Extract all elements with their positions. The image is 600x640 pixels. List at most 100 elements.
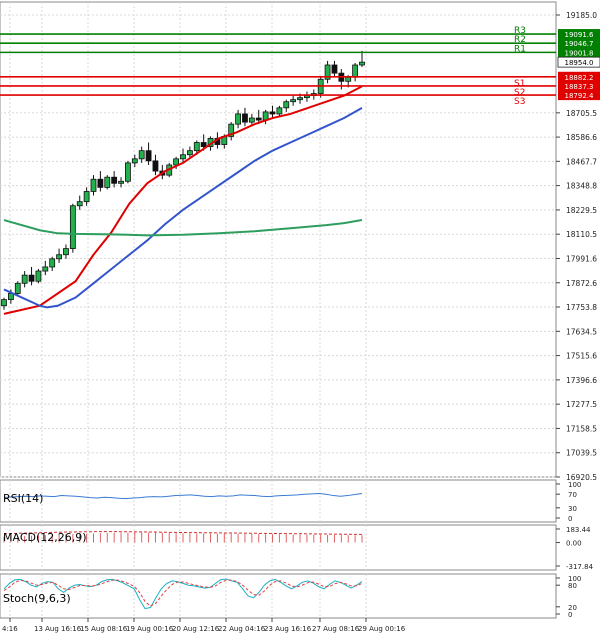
candle-body: [83, 191, 90, 203]
candle-body: [255, 117, 262, 121]
candle-body: [345, 76, 352, 82]
price-y-tick-label: 17515.6: [566, 352, 597, 361]
rsi-pane-frame: [0, 479, 557, 523]
moving-average-line: [3, 219, 363, 237]
candle-body: [193, 142, 200, 152]
pivot-level-value: 18837.3: [565, 83, 594, 91]
pivot-level-tag: [558, 80, 600, 91]
candle-body: [248, 117, 255, 123]
candle-body: [131, 158, 138, 164]
rsi-title: RSI(14): [3, 492, 43, 505]
pivot-level-tag: [558, 38, 600, 49]
rsi-y-tick-label: 0: [568, 515, 572, 523]
moving-average-line: [3, 106, 363, 309]
rsi-y-tick-label: 30: [568, 505, 577, 513]
price-pane-frame: [0, 1, 557, 478]
candle-body: [180, 154, 186, 160]
candle-body: [35, 270, 42, 282]
stoch-line: [3, 578, 363, 610]
candle-body: [290, 99, 297, 103]
price-y-tick-label: 17753.8: [566, 303, 597, 312]
x-axis-tick-label: 22 Aug 04:16: [218, 625, 266, 633]
pivot-level-tag: [558, 47, 600, 58]
x-axis-tick-label: 13 Aug 16:16: [34, 625, 82, 633]
x-axis-tick-label: 23 Aug 16:16: [264, 625, 312, 633]
candle-body: [352, 64, 359, 78]
rsi-line: [3, 493, 363, 500]
candle-body: [76, 201, 83, 207]
rsi-y-tick-label: 100: [568, 481, 581, 489]
candle-body: [63, 248, 69, 256]
x-axis-tick-label: 20 Aug 12:16: [172, 625, 220, 633]
candle-body: [324, 64, 331, 80]
pivot-level-name: R2: [514, 35, 526, 45]
pivot-level-name: S3: [514, 97, 525, 107]
x-axis-tick-label: 29 Aug 00:16: [358, 625, 406, 633]
candle-body: [228, 123, 235, 137]
price-y-tick-label: 17158.5: [566, 424, 597, 433]
pivot-level-tag: [558, 90, 600, 101]
pivot-level-value: 18792.4: [565, 92, 594, 100]
pivot-level-value: 18882.2: [565, 74, 594, 82]
candle-body: [21, 274, 28, 284]
candle-body: [14, 282, 21, 294]
price-y-tick-label: 18229.5: [566, 206, 597, 215]
candle-body: [49, 258, 56, 268]
candle-body: [69, 205, 76, 250]
pivot-level-value: 19046.7: [565, 40, 594, 48]
price-y-tick-label: 18348.8: [566, 182, 597, 191]
price-y-tick-label: 17991.6: [566, 254, 597, 263]
candle-body: [283, 101, 290, 109]
candle-body: [186, 150, 193, 156]
candle-body: [235, 113, 241, 125]
x-axis-tick-label: 19 Aug 00:16: [126, 625, 174, 633]
candle-body: [42, 266, 49, 272]
price-y-tick-label: 16920.5: [566, 473, 597, 482]
x-axis-tick-label: 4:16: [2, 625, 18, 633]
x-axis-tick-label: 15 Aug 08:16: [80, 625, 128, 633]
price-y-tick-label: 18586.6: [566, 133, 597, 142]
price-y-tick-label: 17039.5: [566, 449, 597, 458]
stoch-y-tick-label: 20: [568, 604, 577, 612]
candle-body: [331, 64, 338, 74]
candle-body: [200, 142, 207, 147]
pivot-level-name: S1: [514, 79, 525, 89]
candle-body: [1, 299, 7, 307]
price-y-tick-label: 19185.0: [566, 11, 597, 20]
candle-body: [269, 111, 276, 115]
candle-body: [173, 158, 180, 166]
price-y-tick-label: 17277.5: [566, 400, 597, 409]
pivot-level-name: S2: [514, 88, 525, 98]
candle-body: [97, 178, 104, 188]
candle-body: [145, 150, 152, 162]
pivot-level-value: 19091.6: [565, 31, 594, 39]
macd-title: MACD(12,26,9): [3, 531, 87, 544]
current-price-tag: [557, 56, 600, 68]
price-y-tick-label: 18705.5: [566, 109, 597, 118]
macd-y-tick-label: -317.84: [566, 563, 594, 571]
pivot-level-tag: [558, 29, 600, 40]
stoch-y-tick-label: 80: [568, 582, 577, 590]
stoch-y-tick-label: 0: [568, 611, 572, 619]
current-price-label: 18954.0: [565, 59, 594, 67]
price-y-tick-label: 18467.7: [566, 157, 597, 166]
candle-body: [56, 254, 62, 260]
candle-body: [111, 176, 118, 184]
price-y-tick-label: 18110.5: [566, 230, 597, 239]
candle-body: [276, 107, 283, 115]
pivot-level-name: R3: [514, 26, 526, 36]
pivot-level-tag: [558, 71, 600, 82]
pivot-level-name: R1: [514, 44, 526, 54]
price-y-tick-label: 17872.6: [566, 279, 597, 288]
candle-body: [297, 97, 303, 101]
pivot-level-value: 19001.8: [565, 49, 594, 57]
candle-body: [90, 178, 97, 192]
stoch-y-tick-label: 100: [568, 575, 581, 583]
macd-pane-frame: [0, 524, 557, 571]
candle-body: [104, 176, 111, 188]
candle-body: [125, 162, 131, 182]
stoch-title: Stoch(9,6,3): [3, 592, 71, 605]
moving-average-line: [3, 85, 363, 315]
